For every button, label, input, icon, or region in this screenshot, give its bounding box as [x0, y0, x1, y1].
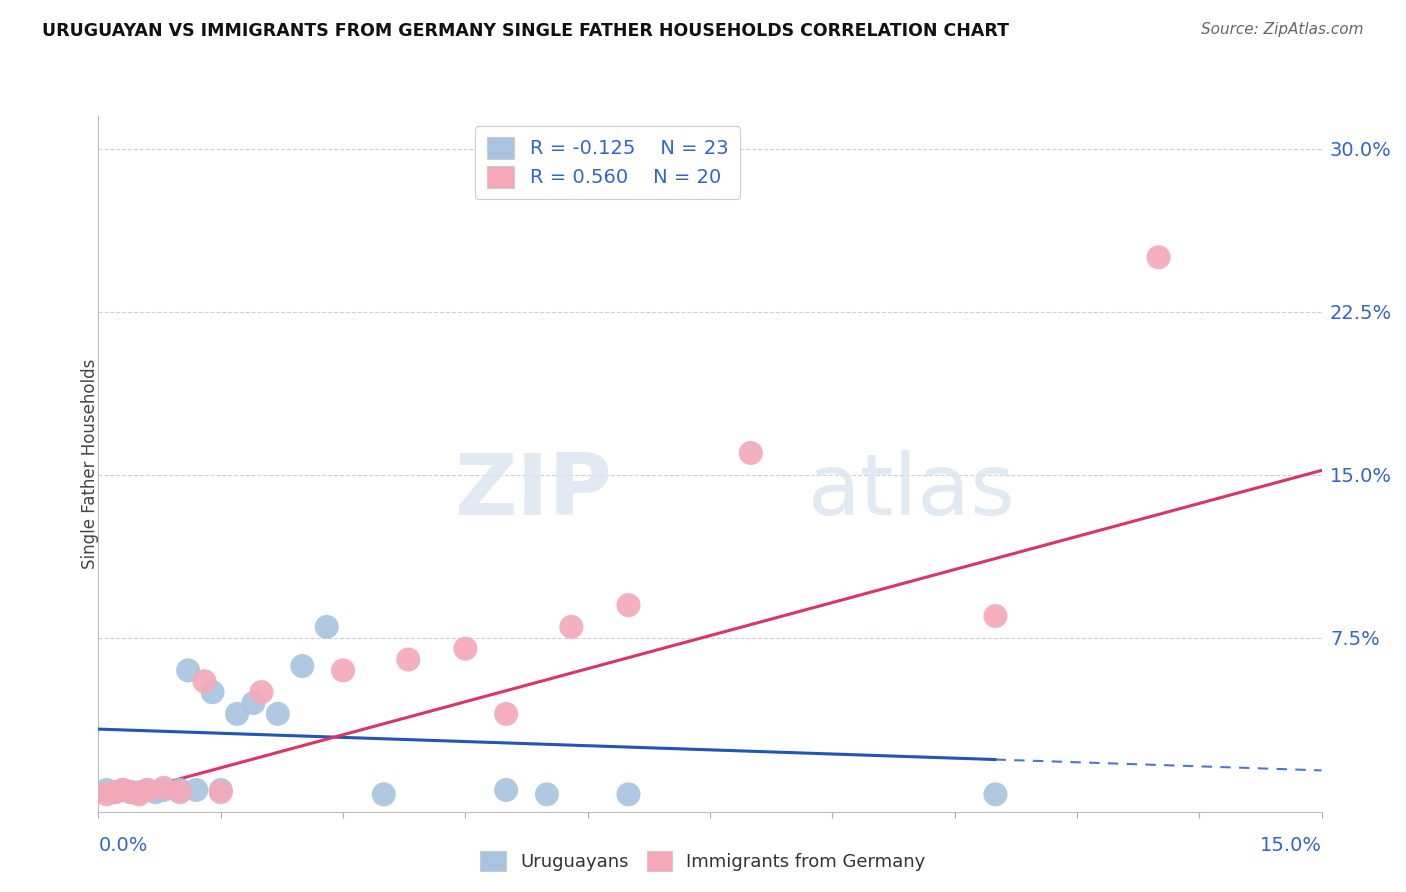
Point — [560, 620, 582, 634]
Point — [454, 641, 477, 656]
Point — [226, 706, 249, 721]
Point — [495, 706, 517, 721]
Point — [267, 706, 290, 721]
Point — [250, 685, 273, 699]
Point — [145, 785, 167, 799]
Point — [104, 785, 127, 799]
Point — [136, 783, 159, 797]
Point — [315, 620, 337, 634]
Point — [111, 783, 134, 797]
Point — [104, 785, 127, 799]
Y-axis label: Single Father Households: Single Father Households — [82, 359, 98, 569]
Text: Source: ZipAtlas.com: Source: ZipAtlas.com — [1201, 22, 1364, 37]
Point — [209, 783, 232, 797]
Text: 15.0%: 15.0% — [1260, 836, 1322, 855]
Legend: R = -0.125    N = 23, R = 0.560    N = 20: R = -0.125 N = 23, R = 0.560 N = 20 — [475, 126, 740, 199]
Text: 0.0%: 0.0% — [98, 836, 148, 855]
Point — [186, 783, 208, 797]
Point — [152, 780, 174, 795]
Point — [111, 783, 134, 797]
Point — [373, 788, 395, 801]
Point — [617, 788, 640, 801]
Point — [136, 783, 159, 797]
Point — [740, 446, 762, 460]
Legend: Uruguayans, Immigrants from Germany: Uruguayans, Immigrants from Germany — [474, 844, 932, 879]
Point — [128, 788, 150, 801]
Point — [984, 788, 1007, 801]
Point — [120, 785, 142, 799]
Point — [495, 783, 517, 797]
Point — [242, 696, 264, 710]
Point — [128, 785, 150, 799]
Text: URUGUAYAN VS IMMIGRANTS FROM GERMANY SINGLE FATHER HOUSEHOLDS CORRELATION CHART: URUGUAYAN VS IMMIGRANTS FROM GERMANY SIN… — [42, 22, 1010, 40]
Point — [120, 785, 142, 799]
Point — [617, 598, 640, 612]
Point — [193, 674, 215, 689]
Point — [984, 609, 1007, 624]
Point — [291, 659, 314, 673]
Point — [169, 785, 191, 799]
Text: atlas: atlas — [808, 450, 1017, 533]
Point — [169, 783, 191, 797]
Point — [332, 664, 354, 678]
Point — [96, 788, 118, 801]
Point — [536, 788, 558, 801]
Point — [96, 783, 118, 797]
Point — [1147, 250, 1170, 264]
Point — [396, 652, 419, 666]
Text: ZIP: ZIP — [454, 450, 612, 533]
Point — [201, 685, 224, 699]
Point — [152, 783, 174, 797]
Point — [209, 785, 232, 799]
Point — [177, 664, 200, 678]
